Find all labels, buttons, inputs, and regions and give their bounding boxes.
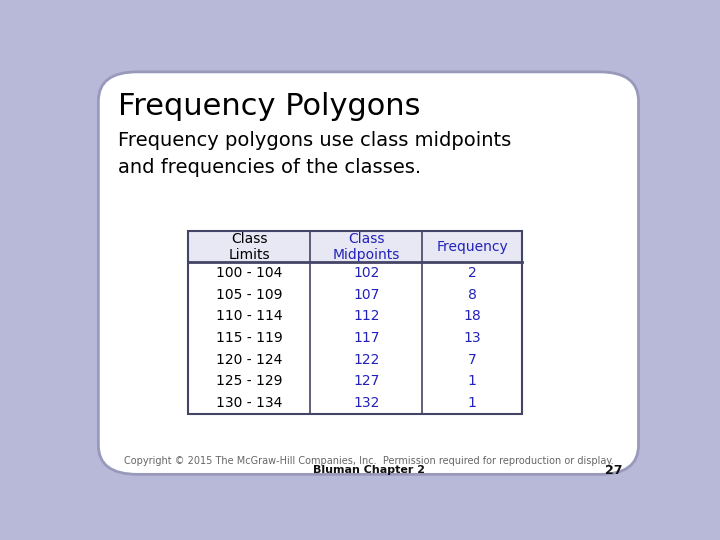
Text: 2: 2 xyxy=(468,266,477,280)
Text: 117: 117 xyxy=(353,331,379,345)
Text: 8: 8 xyxy=(468,288,477,302)
Text: 127: 127 xyxy=(353,374,379,388)
Text: 120 - 124: 120 - 124 xyxy=(216,353,282,367)
Text: 13: 13 xyxy=(464,331,481,345)
Text: Bluman Chapter 2: Bluman Chapter 2 xyxy=(313,465,425,475)
Text: 105 - 109: 105 - 109 xyxy=(216,288,282,302)
Text: 27: 27 xyxy=(606,464,623,477)
Text: 18: 18 xyxy=(464,309,481,323)
Text: Frequency: Frequency xyxy=(436,240,508,254)
Text: 107: 107 xyxy=(353,288,379,302)
Bar xyxy=(188,231,523,262)
Text: 7: 7 xyxy=(468,353,477,367)
Text: 125 - 129: 125 - 129 xyxy=(216,374,282,388)
Text: 115 - 119: 115 - 119 xyxy=(216,331,282,345)
Text: Frequency Polygons: Frequency Polygons xyxy=(118,92,420,121)
FancyBboxPatch shape xyxy=(99,72,639,474)
Text: Class
Midpoints: Class Midpoints xyxy=(333,232,400,262)
Text: Frequency polygons use class midpoints
and frequencies of the classes.: Frequency polygons use class midpoints a… xyxy=(118,131,511,177)
Text: 112: 112 xyxy=(353,309,379,323)
Text: 130 - 134: 130 - 134 xyxy=(216,396,282,410)
Text: 100 - 104: 100 - 104 xyxy=(216,266,282,280)
Text: 1: 1 xyxy=(468,396,477,410)
Text: Class
Limits: Class Limits xyxy=(228,232,270,262)
Text: 132: 132 xyxy=(353,396,379,410)
Text: 122: 122 xyxy=(353,353,379,367)
Text: 102: 102 xyxy=(353,266,379,280)
Text: 110 - 114: 110 - 114 xyxy=(216,309,282,323)
Text: Copyright © 2015 The McGraw-Hill Companies, Inc.  Permission required for reprod: Copyright © 2015 The McGraw-Hill Compani… xyxy=(124,456,614,465)
Text: 1: 1 xyxy=(468,374,477,388)
